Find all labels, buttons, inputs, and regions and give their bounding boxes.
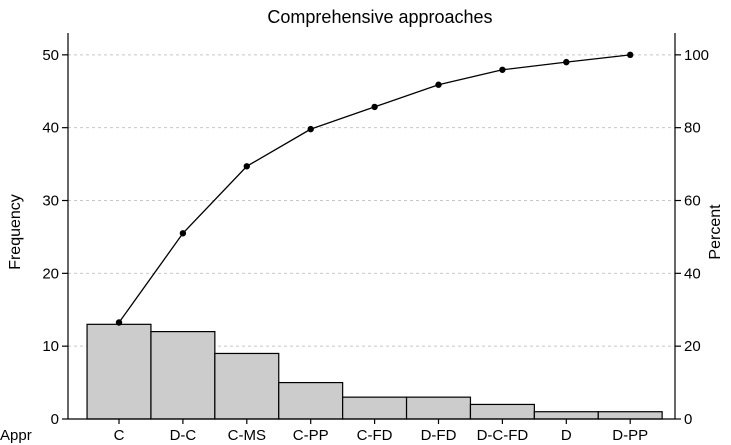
bar [87, 324, 151, 419]
cumulative-point [435, 82, 441, 88]
bars [87, 324, 662, 419]
bar [343, 397, 407, 419]
gridlines [68, 55, 675, 346]
cumulative-percent-line [119, 55, 630, 323]
x-tick-label: C-FD [357, 427, 393, 444]
x-axis-title: Appr [0, 427, 32, 444]
y-tick-label: 40 [42, 120, 59, 137]
bar [470, 404, 534, 419]
x-tick-label: D-C [170, 427, 197, 444]
y2-tick-label: 20 [684, 338, 701, 355]
bar [598, 412, 662, 419]
y2-tick-label: 40 [684, 265, 701, 282]
bar [215, 353, 279, 419]
cumulative-point [180, 230, 186, 236]
y-tick-label: 20 [42, 265, 59, 282]
chart-title: Comprehensive approaches [267, 7, 492, 27]
y2-axis-title: Percent [707, 204, 724, 260]
bar [407, 397, 471, 419]
bar [534, 412, 598, 419]
y-tick-label: 30 [42, 193, 59, 210]
y-tick-label: 0 [51, 411, 59, 428]
cumulative-point [371, 104, 377, 110]
x-tick-label: C-MS [228, 427, 266, 444]
cumulative-point [627, 52, 633, 58]
cumulative-point [308, 126, 314, 132]
cumulative-point [244, 163, 250, 169]
x-tick-label: D-PP [612, 427, 648, 444]
bar [279, 383, 343, 419]
x-tick-label: D-FD [421, 427, 457, 444]
cumulative-line [116, 52, 634, 326]
x-tick-label: D-C-FD [477, 427, 529, 444]
x-tick-label: C-PP [293, 427, 329, 444]
cumulative-point [116, 319, 122, 325]
y-axis-title: Frequency [7, 194, 24, 270]
y-tick-label: 10 [42, 338, 59, 355]
y2-tick-label: 0 [684, 411, 692, 428]
y-tick-label: 50 [42, 47, 59, 64]
y2-tick-label: 100 [684, 47, 709, 64]
y2-tick-label: 80 [684, 120, 701, 137]
x-tick-label: D [561, 427, 572, 444]
y2-tick-label: 60 [684, 193, 701, 210]
x-tick-label: C [114, 427, 125, 444]
cumulative-point [563, 59, 569, 65]
bar [151, 332, 215, 419]
cumulative-point [499, 67, 505, 73]
